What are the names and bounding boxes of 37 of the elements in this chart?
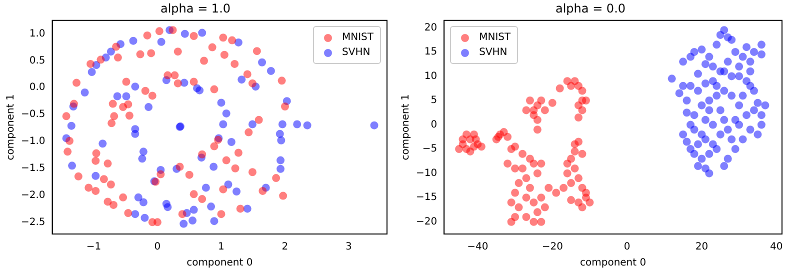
y-tick-label: 15 bbox=[424, 46, 438, 58]
y-tick-label: −2.5 bbox=[20, 216, 46, 228]
y-tick-label: −5 bbox=[422, 144, 438, 155]
x-tick-label: −40 bbox=[467, 242, 488, 253]
legend-label: SVHN bbox=[342, 46, 370, 60]
y-axis-title: component 1 bbox=[6, 94, 17, 160]
y-tick-label: −10 bbox=[416, 168, 438, 179]
y-tick-label: 20 bbox=[424, 22, 438, 34]
x-axis-title: component 0 bbox=[186, 258, 253, 269]
chart-title: alpha = 0.0 bbox=[555, 1, 626, 16]
x-tick-label: 40 bbox=[770, 242, 783, 253]
x-tick-label: 0 bbox=[154, 242, 161, 253]
y-tick-label: −1.5 bbox=[20, 162, 46, 174]
y-tick-label: 0.0 bbox=[29, 82, 46, 94]
y-tick-label: 1.0 bbox=[29, 28, 46, 40]
x-tick-label: 2 bbox=[282, 242, 288, 253]
y-tick-label: −0.5 bbox=[20, 109, 46, 120]
legend-label: MNIST bbox=[342, 31, 374, 46]
legend-label: SVHN bbox=[479, 46, 508, 60]
chart-title: alpha = 1.0 bbox=[160, 1, 231, 16]
x-tick-label: −1 bbox=[86, 242, 102, 253]
y-tick-label: −15 bbox=[416, 192, 438, 204]
x-tick-label: 1 bbox=[218, 242, 224, 253]
y-tick-label: 0.5 bbox=[29, 55, 46, 66]
y-tick-label: −2.0 bbox=[20, 190, 46, 201]
x-tick-label: 3 bbox=[346, 242, 352, 253]
y-tick-label: −1.0 bbox=[20, 136, 46, 148]
x-tick-label: 0 bbox=[624, 242, 630, 253]
y-tick-label: 10 bbox=[424, 70, 438, 82]
y-tick-label: 5 bbox=[430, 95, 438, 106]
y-axis-title: component 1 bbox=[400, 94, 412, 160]
x-tick-label: −20 bbox=[542, 242, 563, 253]
x-axis-title: component 0 bbox=[580, 258, 646, 269]
y-tick-label: −20 bbox=[416, 216, 438, 228]
y-tick-label: 0 bbox=[430, 119, 438, 130]
legend-label: MNIST bbox=[479, 31, 511, 46]
x-tick-label: 20 bbox=[695, 242, 708, 253]
